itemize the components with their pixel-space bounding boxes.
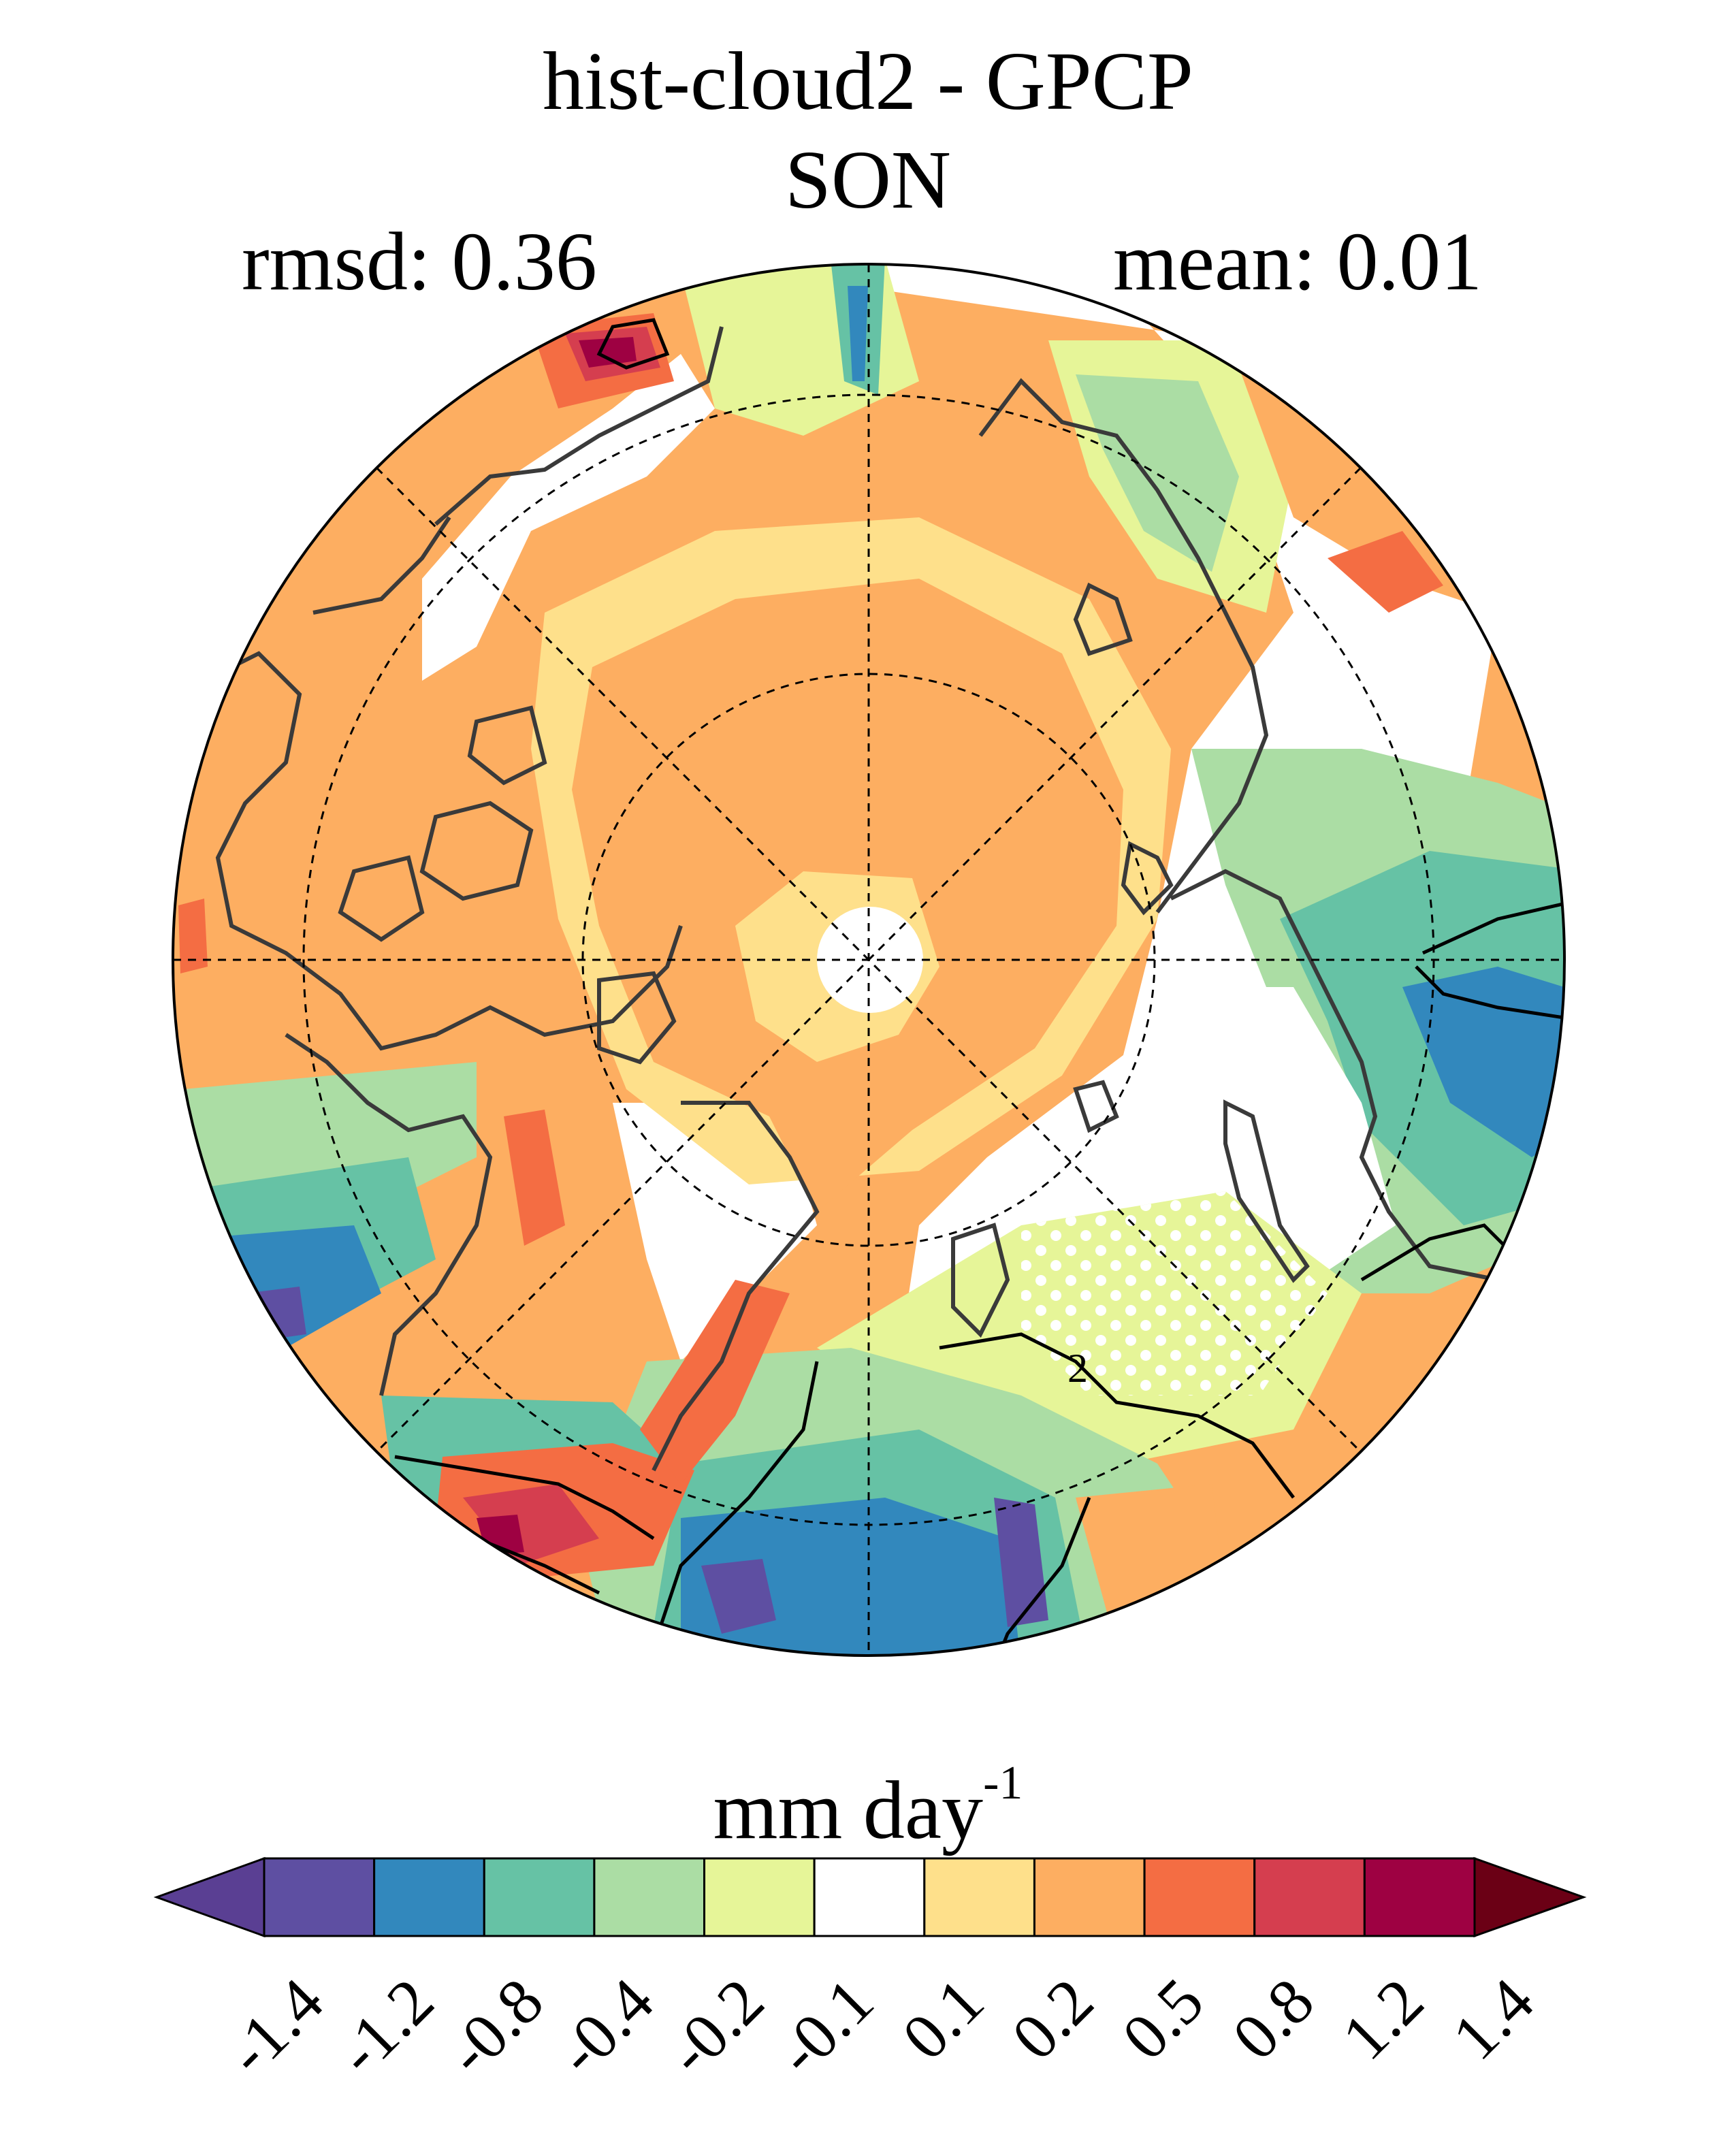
- colorbar-swatch: [593, 1857, 706, 1937]
- colorbar-unit: mm day-1: [713, 1757, 1023, 1856]
- colorbar-swatch: [483, 1857, 596, 1937]
- field-redorange-w2: [178, 899, 208, 973]
- field-purple-sw: [245, 1287, 306, 1341]
- map-border: [172, 263, 1566, 1657]
- colorbar-swatch: [703, 1857, 816, 1937]
- field-white-west: [422, 354, 715, 681]
- colorbar-swatch: [813, 1857, 926, 1937]
- field-blue-top: [848, 286, 868, 381]
- field-orange-se: [1076, 1484, 1225, 1647]
- colorbar-swatch: [263, 1857, 376, 1937]
- field-red-bering: [640, 1280, 790, 1484]
- coastlines: [203, 326, 1498, 1472]
- season-label: SON: [784, 134, 952, 226]
- field-redorange-ne: [1328, 531, 1443, 613]
- field-green-ne-inner: [1076, 374, 1239, 572]
- field-darkred-sw: [463, 1484, 599, 1566]
- colorbar-arrow-high: [1473, 1856, 1587, 1938]
- rmsd-label: rmsd: 0.36: [242, 216, 597, 308]
- colorbar-swatch: [1033, 1857, 1146, 1937]
- colorbar-swatch: [1143, 1857, 1256, 1937]
- contour-label: 2: [1067, 1346, 1088, 1391]
- field-blue-south: [681, 1498, 1021, 1656]
- colorbar-arrow-low: [153, 1856, 266, 1938]
- colorbar-swatch: [373, 1857, 485, 1937]
- colorbar: [153, 1856, 1587, 1938]
- field-dots-se: [1021, 1191, 1328, 1395]
- graticule: [173, 264, 1564, 1656]
- colorbar-swatch: [923, 1857, 1035, 1937]
- colorbar-swatch: [1253, 1857, 1366, 1937]
- mean-label: mean: 0.01: [1113, 216, 1483, 308]
- colorbar-swatch: [1363, 1857, 1476, 1937]
- field-redorange-w: [504, 1110, 565, 1246]
- field-purple-south: [701, 1559, 776, 1634]
- plot-title: hist-cloud2 - GPCP: [543, 35, 1193, 127]
- field-purple-south2: [994, 1498, 1048, 1627]
- field-deepred-nw: [579, 337, 637, 368]
